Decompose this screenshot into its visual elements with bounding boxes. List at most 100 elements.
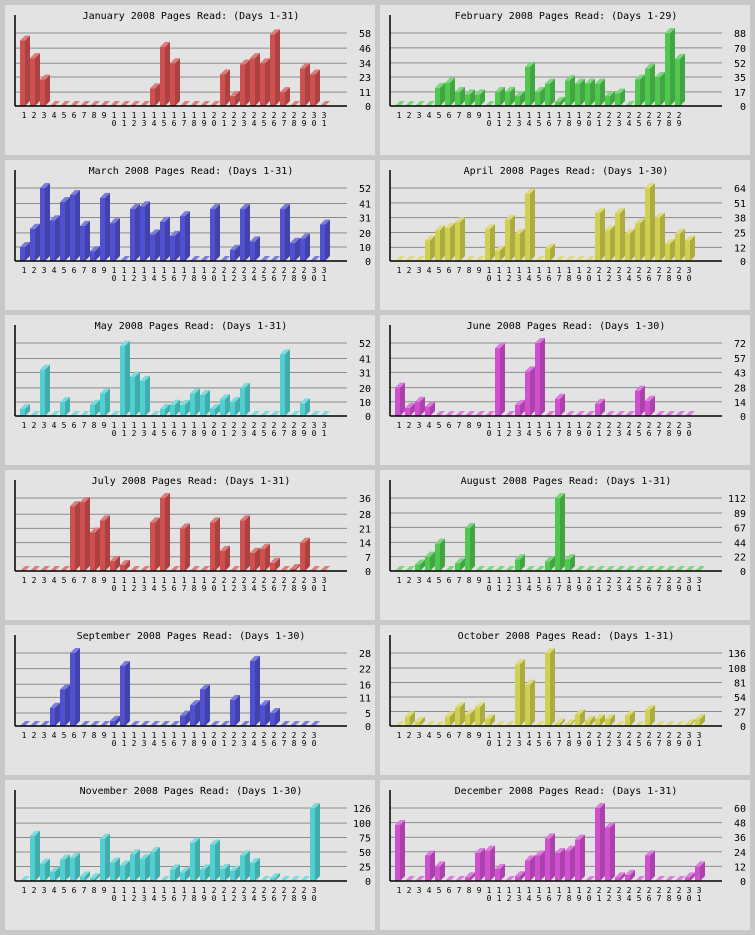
y-tick-label: 112 xyxy=(728,494,746,505)
bar xyxy=(80,220,90,261)
bar xyxy=(190,388,200,416)
bar xyxy=(150,721,160,726)
x-tick-label: 0 xyxy=(112,119,117,128)
x-tick-label: 3 xyxy=(242,274,247,283)
x-tick-label: 7 xyxy=(557,429,562,438)
bar xyxy=(210,517,220,571)
y-tick-label: 11 xyxy=(359,693,371,704)
bar xyxy=(90,101,100,106)
bar xyxy=(140,101,150,106)
bar xyxy=(200,864,210,881)
bar xyxy=(130,371,140,416)
y-tick-label: 52 xyxy=(359,339,371,350)
x-tick-label: 0 xyxy=(687,274,692,283)
x-tick-label: 2 xyxy=(282,731,287,740)
x-tick-label: 2 xyxy=(657,111,662,120)
y-tick-label: 75 xyxy=(359,834,371,845)
bar xyxy=(220,721,230,726)
x-tick-label: 9 xyxy=(202,584,207,593)
x-tick-label: 7 xyxy=(557,119,562,128)
bar xyxy=(645,183,655,261)
x-tick-label: 2 xyxy=(627,886,632,895)
bar xyxy=(110,218,120,261)
x-tick-label: 2 xyxy=(677,731,682,740)
x-tick-label: 2 xyxy=(507,739,512,748)
x-tick-label: 1 xyxy=(507,731,512,740)
x-tick-label: 4 xyxy=(52,111,57,120)
x-tick-label: 8 xyxy=(567,429,572,438)
bar xyxy=(210,101,220,106)
x-tick-label: 1 xyxy=(537,421,542,430)
bar xyxy=(70,190,80,261)
bar xyxy=(665,411,675,416)
x-tick-label: 1 xyxy=(537,576,542,585)
x-tick-label: 7 xyxy=(457,266,462,275)
bar xyxy=(555,393,565,416)
bar xyxy=(665,876,675,881)
x-tick-label: 2 xyxy=(212,421,217,430)
x-tick-label: 1 xyxy=(202,731,207,740)
x-tick-label: 2 xyxy=(282,111,287,120)
bar xyxy=(475,702,485,726)
bar xyxy=(665,238,675,261)
bar xyxy=(230,566,240,571)
bar xyxy=(585,411,595,416)
x-tick-label: 5 xyxy=(537,119,542,128)
x-tick-label: 2 xyxy=(132,429,137,438)
x-tick-label: 0 xyxy=(587,894,592,903)
x-tick-label: 6 xyxy=(172,274,177,283)
bar xyxy=(595,566,605,571)
x-tick-label: 8 xyxy=(92,266,97,275)
x-tick-label: 1 xyxy=(122,119,127,128)
bar xyxy=(515,554,525,571)
bar xyxy=(455,702,465,726)
bar xyxy=(665,566,675,571)
x-tick-label: 2 xyxy=(132,119,137,128)
bar xyxy=(270,256,280,261)
x-tick-label: 1 xyxy=(322,584,327,593)
x-tick-label: 3 xyxy=(42,266,47,275)
y-tick-label: 36 xyxy=(359,494,371,505)
x-tick-label: 2 xyxy=(282,421,287,430)
bar xyxy=(150,83,160,106)
bar xyxy=(465,872,475,881)
bar xyxy=(310,803,320,881)
bar xyxy=(515,228,525,261)
x-tick-label: 2 xyxy=(132,739,137,748)
x-tick-label: 1 xyxy=(122,421,127,430)
x-tick-label: 6 xyxy=(172,119,177,128)
x-tick-label: 4 xyxy=(427,886,432,895)
x-tick-label: 0 xyxy=(212,274,217,283)
bar xyxy=(310,256,320,261)
x-tick-label: 4 xyxy=(427,421,432,430)
x-tick-label: 3 xyxy=(142,274,147,283)
x-tick-label: 8 xyxy=(667,739,672,748)
x-tick-label: 4 xyxy=(252,894,257,903)
x-tick-label: 2 xyxy=(647,266,652,275)
x-tick-label: 1 xyxy=(202,421,207,430)
x-tick-label: 0 xyxy=(112,739,117,748)
bar xyxy=(260,543,270,571)
x-tick-label: 1 xyxy=(507,266,512,275)
bar xyxy=(455,411,465,416)
x-tick-label: 1 xyxy=(497,119,502,128)
bar xyxy=(395,101,405,106)
x-tick-label: 6 xyxy=(647,894,652,903)
chart-panel: June 2008 Pages Read: (Days 1-30) 0 14 28 43… xyxy=(380,315,750,465)
x-tick-label: 1 xyxy=(122,576,127,585)
x-tick-label: 5 xyxy=(262,739,267,748)
x-tick-label: 5 xyxy=(437,266,442,275)
x-tick-label: 2 xyxy=(587,111,592,120)
bar xyxy=(50,702,60,726)
x-tick-label: 1 xyxy=(397,886,402,895)
bar xyxy=(270,411,280,416)
x-tick-label: 2 xyxy=(242,421,247,430)
bar xyxy=(90,399,100,416)
bar xyxy=(635,876,645,881)
x-tick-label: 2 xyxy=(302,576,307,585)
bar xyxy=(505,566,515,571)
x-tick-label: 3 xyxy=(242,739,247,748)
bar xyxy=(280,721,290,726)
x-tick-label: 1 xyxy=(557,111,562,120)
bar xyxy=(170,58,180,106)
